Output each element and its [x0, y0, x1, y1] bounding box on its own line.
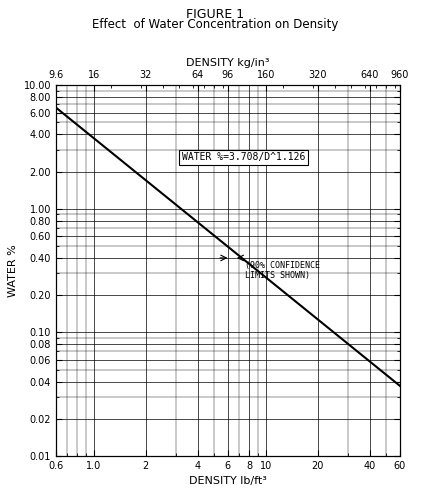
Y-axis label: WATER %: WATER % [8, 244, 18, 297]
X-axis label: DENSITY kg/in³: DENSITY kg/in³ [186, 58, 270, 68]
Text: WATER %=3.708/D^1.126: WATER %=3.708/D^1.126 [182, 152, 305, 162]
Text: Effect  of Water Concentration on Density: Effect of Water Concentration on Density [92, 18, 338, 31]
X-axis label: DENSITY lb/ft³: DENSITY lb/ft³ [189, 476, 267, 486]
Text: (90% CONFIDENCE
LIMITS SHOWN): (90% CONFIDENCE LIMITS SHOWN) [245, 261, 319, 280]
Text: FIGURE 1: FIGURE 1 [186, 8, 244, 21]
